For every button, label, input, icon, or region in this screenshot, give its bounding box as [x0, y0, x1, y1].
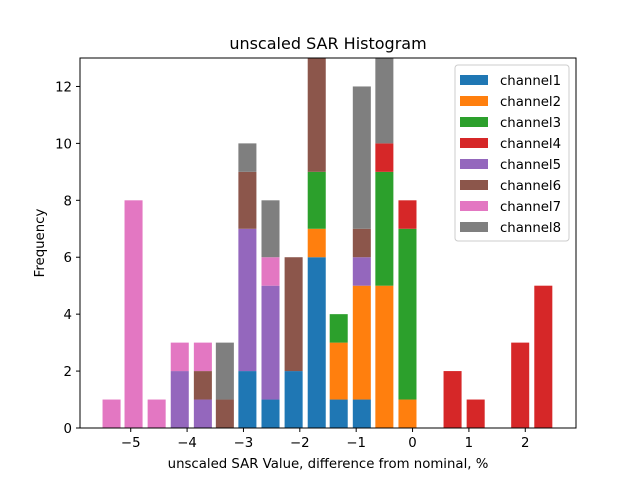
legend-label-channel7: channel7 — [500, 200, 561, 215]
bar-channel5-bin-11 — [352, 257, 371, 286]
y-tick-label: 6 — [64, 251, 72, 266]
bar-channel6-bin-5 — [215, 399, 234, 428]
y-tick-label: 12 — [55, 80, 72, 95]
bar-channel1-bin-8 — [284, 371, 303, 428]
bar-channel5-bin-7 — [261, 285, 280, 400]
bar-channel3-bin-12 — [375, 171, 394, 286]
x-tick-label: −4 — [177, 436, 197, 451]
legend-label-channel2: channel2 — [500, 95, 561, 110]
bar-channel8-bin-6 — [238, 143, 257, 172]
y-tick-label: 2 — [64, 365, 72, 380]
y-axis-label: Frequency — [33, 209, 48, 278]
y-axis: 0 2 4 6 8 10 12 — [55, 80, 80, 437]
bar-channel6-bin-6 — [238, 171, 257, 229]
bar-channel5-bin-6 — [238, 228, 257, 372]
bars-group — [102, 58, 553, 428]
legend-swatch-channel7 — [460, 201, 488, 211]
legend-swatch-channel5 — [460, 159, 488, 169]
bar-channel8-bin-12 — [375, 58, 394, 144]
bar-channel1-bin-10 — [329, 399, 348, 428]
legend-label-channel6: channel6 — [500, 179, 561, 194]
legend-swatch-channel4 — [460, 138, 488, 148]
bar-channel7-bin-0 — [102, 399, 121, 428]
bar-channel7-bin-7 — [261, 257, 280, 286]
bar-channel4-bin-17 — [534, 285, 553, 428]
bar-channel3-bin-9 — [307, 171, 326, 229]
bar-channel7-bin-3 — [170, 342, 189, 372]
y-tick-label: 10 — [55, 137, 72, 152]
bar-channel4-bin-13 — [398, 200, 417, 229]
x-tick-label: −2 — [290, 436, 310, 451]
bar-channel6-bin-9 — [307, 58, 326, 172]
legend-label-channel3: channel3 — [500, 116, 561, 131]
legend-swatch-channel2 — [460, 96, 488, 106]
bar-channel2-bin-10 — [329, 342, 348, 400]
legend-label-channel8: channel8 — [500, 221, 561, 236]
bar-channel3-bin-10 — [329, 314, 348, 343]
x-axis-label: unscaled SAR Value, difference from nomi… — [168, 457, 489, 472]
legend-label-channel1: channel1 — [500, 74, 561, 89]
x-tick-label: 1 — [465, 436, 473, 451]
bar-channel3-bin-13 — [398, 228, 417, 400]
x-tick-label: 2 — [521, 436, 529, 451]
y-tick-label: 4 — [64, 308, 72, 323]
legend-label-channel4: channel4 — [500, 137, 561, 152]
bar-channel5-bin-3 — [170, 371, 189, 428]
bar-channel2-bin-11 — [352, 285, 371, 400]
x-tick-label: 0 — [408, 436, 416, 451]
bar-channel8-bin-7 — [261, 200, 280, 258]
bar-channel2-bin-12 — [375, 285, 394, 428]
bar-channel1-bin-7 — [261, 399, 280, 428]
legend-label-channel5: channel5 — [500, 158, 561, 173]
legend-swatch-channel3 — [460, 117, 488, 127]
bar-channel1-bin-9 — [307, 257, 326, 428]
bar-channel4-bin-14 — [443, 371, 462, 428]
bar-channel6-bin-4 — [193, 371, 212, 400]
bar-channel8-bin-11 — [352, 86, 371, 229]
bar-channel4-bin-15 — [466, 399, 485, 428]
legend-box — [454, 64, 570, 242]
bar-channel7-bin-4 — [193, 342, 212, 372]
bar-channel1-bin-6 — [238, 371, 257, 428]
bar-channel1-bin-11 — [352, 399, 371, 428]
bar-channel2-bin-13 — [398, 399, 417, 428]
bar-channel4-bin-12 — [375, 143, 394, 172]
bar-channel7-bin-1 — [124, 200, 143, 428]
x-tick-label: −3 — [234, 436, 254, 451]
chart-title: unscaled SAR Histogram — [229, 34, 426, 53]
x-tick-label: −5 — [121, 436, 141, 451]
bar-channel7-bin-2 — [147, 399, 166, 428]
legend: channel1 channel2 channel3 channel4 channel5… — [454, 64, 570, 242]
bar-channel6-bin-11 — [352, 228, 371, 258]
bar-channel4-bin-16 — [511, 342, 530, 428]
legend-swatch-channel8 — [460, 222, 488, 232]
legend-swatch-channel1 — [460, 75, 488, 85]
x-axis: −5 −4 −3 −2 −1 0 1 2 — [121, 428, 530, 451]
bar-channel8-bin-5 — [215, 342, 234, 400]
legend-swatch-channel6 — [460, 180, 488, 190]
bar-channel5-bin-4 — [193, 399, 212, 428]
x-tick-label: −1 — [346, 436, 366, 451]
y-tick-label: 0 — [64, 422, 72, 437]
bar-channel2-bin-9 — [307, 228, 326, 258]
plot-frame — [79, 57, 577, 429]
bar-channel6-bin-8 — [284, 257, 303, 372]
y-tick-label: 8 — [64, 194, 72, 209]
